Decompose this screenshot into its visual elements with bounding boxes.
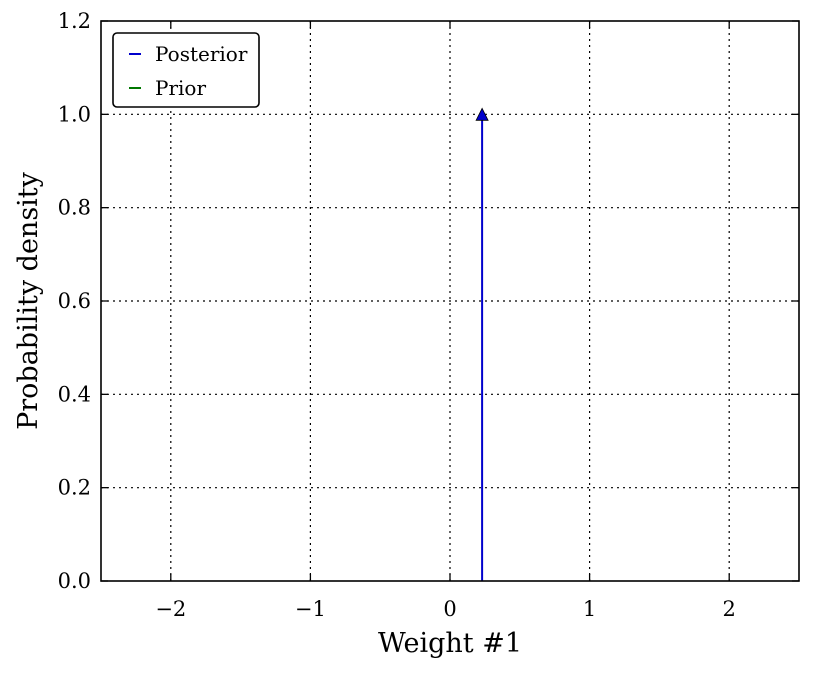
y-tick-label: 0.6	[58, 289, 91, 313]
legend-label-prior: Prior	[155, 76, 206, 100]
y-tick-label: 0.4	[58, 382, 91, 406]
y-tick-label: 0.0	[58, 569, 91, 593]
legend: Posterior Prior	[112, 32, 260, 108]
ticks	[101, 20, 799, 582]
y-tick-label: 0.8	[58, 196, 91, 220]
posterior-arrow-head	[475, 107, 489, 121]
x-tick-label: 2	[723, 597, 736, 621]
y-tick-label: 1.0	[58, 102, 91, 126]
series-layer	[475, 107, 489, 581]
x-tick-label: −2	[155, 597, 186, 621]
y-axis-label: Probability density	[13, 171, 44, 430]
x-tick-label: −1	[295, 597, 326, 621]
y-tick-label: 0.2	[58, 476, 91, 500]
grid	[101, 21, 799, 581]
legend-box	[112, 32, 260, 108]
x-tick-label: 1	[583, 597, 596, 621]
tick-labels: −2 −1 0 1 2 0.0 0.2 0.4 0.6 0.8 1.0 1.2	[58, 9, 736, 621]
x-axis-label: Weight #1	[378, 628, 522, 659]
legend-label-posterior: Posterior	[155, 42, 248, 66]
y-tick-label: 1.2	[58, 9, 91, 33]
x-tick-label: 0	[443, 597, 456, 621]
